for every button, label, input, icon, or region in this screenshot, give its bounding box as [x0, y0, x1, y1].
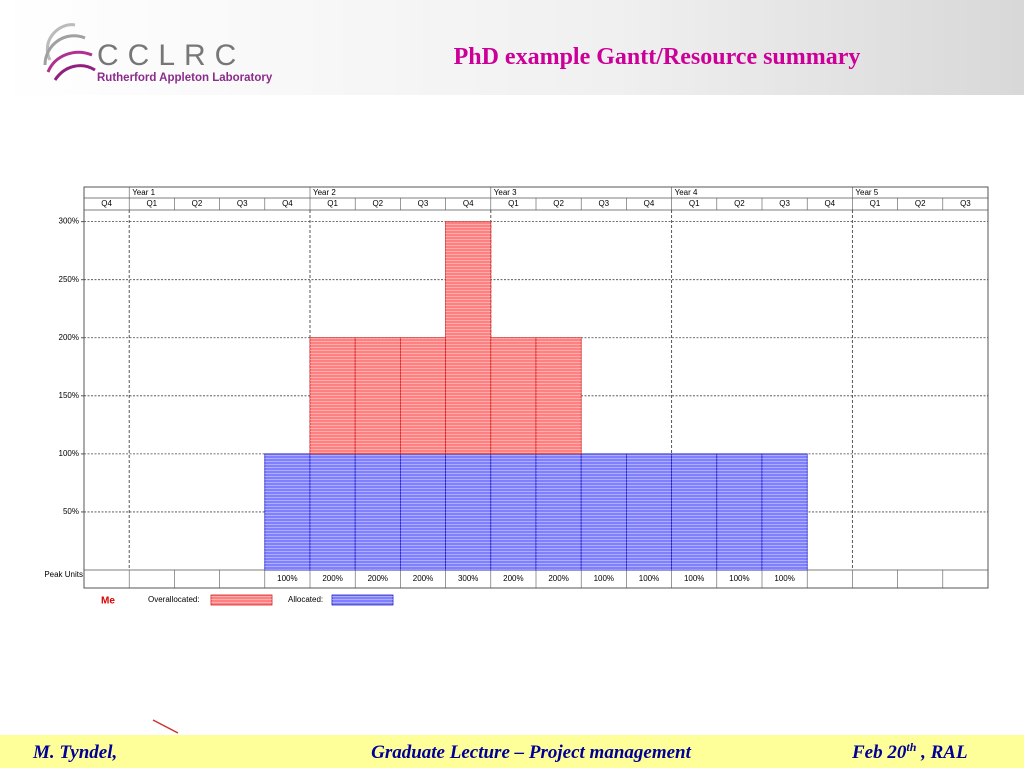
footer-lecture: Graduate Lecture – Project management [371, 742, 692, 763]
y-tick-label: 150% [59, 391, 79, 400]
header-band [0, 0, 1024, 95]
y-tick-label: 200% [59, 333, 79, 342]
quarter-label: Q3 [418, 199, 429, 208]
peak-units-value: 100% [684, 574, 704, 583]
slide-title: PhD example Gantt/Resource summary [454, 44, 861, 70]
bar-hatch [536, 337, 582, 454]
year-label: Year 2 [313, 188, 336, 197]
bar-hatch [762, 453, 808, 570]
bar-hatch [581, 453, 627, 570]
peak-units-value: 100% [277, 574, 297, 583]
quarter-label: Q3 [779, 199, 790, 208]
peak-units-value: 200% [368, 574, 388, 583]
quarter-label: Q4 [282, 199, 293, 208]
y-tick-label: 300% [59, 217, 79, 226]
quarter-label: Q4 [101, 199, 112, 208]
bar-hatch [264, 453, 310, 570]
bar-hatch [445, 221, 491, 454]
year-label: Year 3 [494, 188, 517, 197]
bar-hatch [355, 337, 401, 454]
year-label: Year 1 [132, 188, 155, 197]
y-tick-label: 100% [59, 449, 79, 458]
legend-hatch [332, 595, 393, 605]
quarter-label: Q1 [870, 199, 881, 208]
peak-units-value: 200% [322, 574, 342, 583]
bar-hatch [671, 453, 717, 570]
year-label: Year 4 [675, 188, 698, 197]
logo-name: CCLRC [97, 39, 245, 72]
bar-hatch [716, 453, 762, 570]
logo-swirl [43, 23, 96, 81]
peak-units-value: 200% [503, 574, 523, 583]
resource-name: Me [101, 596, 115, 607]
chart: 50% 100% 150% 200% 250% 300% Q4 Q1 Year 1 Q2 Q3 Q4 Q… [44, 186, 989, 607]
peak-units-value: 100% [774, 574, 794, 583]
bar-hatch [355, 453, 401, 570]
legend-hatch [211, 595, 272, 605]
bar-hatch [536, 453, 582, 570]
peak-units-value: 100% [729, 574, 749, 583]
quarter-label: Q3 [960, 199, 971, 208]
bar-hatch [310, 337, 356, 454]
peak-units-label: Peak Units [44, 570, 83, 579]
bar-hatch [400, 453, 446, 570]
footer-author: M. Tyndel, [32, 742, 117, 763]
footer-band [0, 735, 1024, 768]
quarter-label: Q1 [508, 199, 519, 208]
y-tick-label: 50% [63, 507, 79, 516]
bar-hatch [490, 453, 536, 570]
quarter-label: Q4 [644, 199, 655, 208]
peak-units-value: 100% [594, 574, 614, 583]
peak-units-value: 200% [413, 574, 433, 583]
quarter-label: Q1 [327, 199, 338, 208]
bar-hatch [490, 337, 536, 454]
year-label: Year 5 [855, 188, 878, 197]
peak-units-value: 100% [639, 574, 659, 583]
bar-hatch [626, 453, 672, 570]
quarter-label: Q4 [463, 199, 474, 208]
quarter-label: Q4 [824, 199, 835, 208]
quarter-label: Q2 [734, 199, 745, 208]
legend-label: Allocated: [288, 595, 323, 604]
date-superscript: th [906, 740, 916, 754]
quarter-label: Q1 [146, 199, 157, 208]
bar-hatch [310, 453, 356, 570]
footer-date: Feb 20th , RAL [851, 740, 968, 763]
quarter-label: Q3 [598, 199, 609, 208]
y-tick-label: 250% [59, 275, 79, 284]
quarter-label: Q2 [192, 199, 203, 208]
quarter-label: Q2 [553, 199, 564, 208]
decoration [152, 719, 179, 734]
bar-hatch [445, 453, 491, 570]
peak-units-value: 200% [548, 574, 568, 583]
quarter-label: Q1 [689, 199, 700, 208]
quarter-label: Q2 [372, 199, 383, 208]
date-text: Feb 20 [851, 742, 907, 763]
legend-label: Overallocated: [148, 595, 200, 604]
quarter-label: Q2 [915, 199, 926, 208]
date-suffix: , RAL [916, 742, 967, 763]
quarter-label: Q3 [237, 199, 248, 208]
logo-subtitle: Rutherford Appleton Laboratory [97, 72, 273, 84]
bar-hatch [400, 337, 446, 454]
peak-units-value: 300% [458, 574, 478, 583]
